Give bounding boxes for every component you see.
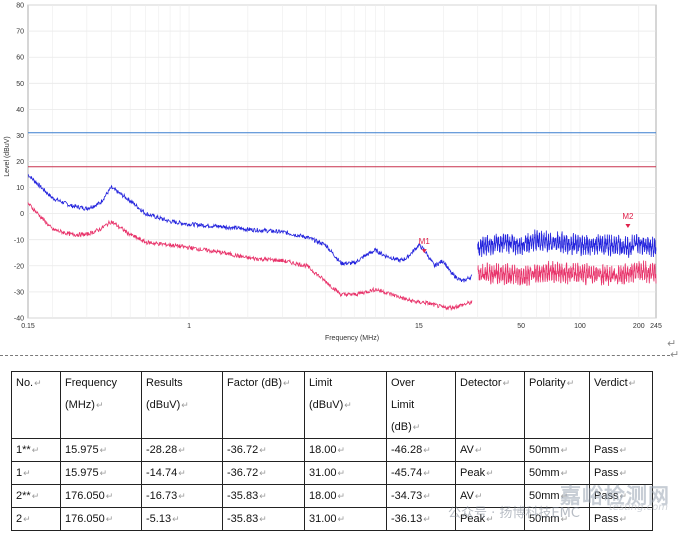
table-header-cell: Frequency (MHz)↵ — [60, 371, 142, 439]
table-cell: -46.28↵ — [386, 438, 456, 462]
chart-canvas: -40 -30 -20 -10 0 10 20 30 40 50 60 70 80 0.15 1 15 50 10… — [4, 3, 662, 343]
header-text: (MHz) — [65, 399, 95, 411]
table-header-cell: Limit (dBuV)↵ — [304, 371, 387, 439]
y-tick-label: 10 — [16, 185, 24, 192]
header-text: (dBuV) — [146, 399, 181, 411]
return-mark: ↵ — [667, 337, 677, 350]
table-body: 1**↵ 15.975↵ -28.28↵ -36.72↵ 18.00↵ -46.28↵ AV… — [11, 438, 653, 531]
table-header-cell: Results (dBuV)↵ — [141, 371, 223, 439]
section-separator — [0, 355, 670, 356]
y-tick-label: 0 — [20, 211, 24, 218]
table-header-cell: No.↵ — [11, 371, 61, 439]
x-axis-label: Frequency (MHz) — [325, 335, 379, 342]
table-header-cell: Factor (dB)↵ — [222, 371, 305, 439]
table-cell: 15.975↵ — [60, 438, 142, 462]
header-text: Verdict — [594, 377, 628, 389]
y-tick-label: 30 — [16, 133, 24, 140]
table-header-cell: Detector↵ — [455, 371, 525, 439]
table-cell: -34.73↵ — [386, 484, 456, 508]
table-cell: -45.74↵ — [386, 461, 456, 485]
measurement-results-table: No.↵ Frequency (MHz)↵ Results (dBuV)↵ Factor … — [11, 371, 653, 531]
table-row: 2↵ 176.050↵ -5.13↵ -35.83↵ 31.00↵ -36.13↵ Peak… — [11, 507, 653, 531]
spectrum-trace — [477, 260, 657, 286]
table-row: 1**↵ 15.975↵ -28.28↵ -36.72↵ 18.00↵ -46.28↵ AV… — [11, 438, 653, 462]
y-tick-label: 40 — [16, 107, 24, 114]
header-text: Over — [391, 377, 415, 389]
marker-label: M2 — [622, 212, 634, 221]
table-cell: 18.00↵ — [304, 438, 387, 462]
table-cell: 31.00↵ — [304, 461, 387, 485]
y-tick-label: 70 — [16, 29, 24, 36]
table-cell: -16.73↵ — [141, 484, 223, 508]
y-tick-label: 20 — [16, 159, 24, 166]
table-cell: 50mm↵ — [524, 507, 590, 531]
x-tick-label: 0.15 — [21, 323, 35, 330]
x-tick-label: 50 — [517, 323, 525, 330]
header-text: Frequency — [65, 377, 117, 389]
header-text: (dBuV) — [309, 399, 344, 411]
watermark-main-text: 嘉峪检测网 — [560, 484, 670, 508]
table-row: 2**↵ 176.050↵ -16.73↵ -35.83↵ 18.00↵ -34.73↵ A… — [11, 484, 653, 508]
table-cell: 18.00↵ — [304, 484, 387, 508]
table-cell: -14.74↵ — [141, 461, 223, 485]
x-tick-label: 200 — [633, 323, 645, 330]
y-tick-label: -30 — [14, 289, 24, 296]
y-tick-label: 50 — [16, 81, 24, 88]
header-text: Polarity — [529, 377, 566, 389]
table-header-cell: Over Limit (dB)↵ — [386, 371, 456, 439]
table-cell: AV↵ — [455, 438, 525, 462]
header-text: Limit — [391, 399, 415, 411]
table-cell: -28.28↵ — [141, 438, 223, 462]
spectrum-trace — [27, 174, 473, 283]
header-text: Factor (dB) — [227, 377, 283, 389]
table-header-cell: Polarity↵ — [524, 371, 590, 439]
header-text: (dB) — [391, 421, 412, 433]
emc-spectrum-chart: -40 -30 -20 -10 0 10 20 30 40 50 60 70 80 0.15 1 15 50 10… — [4, 3, 662, 343]
table-cell: -36.72↵ — [222, 461, 305, 485]
spectrum-trace — [27, 202, 473, 312]
header-text: Limit — [309, 377, 333, 389]
table-cell: 176.050↵ — [60, 484, 142, 508]
watermark-url: testing.com — [608, 502, 668, 513]
y-tick-label: -10 — [14, 237, 24, 244]
x-tick-label: 100 — [574, 323, 586, 330]
y-tick-label: -40 — [14, 316, 24, 323]
table-cell: Pass↵ — [589, 438, 653, 462]
x-tick-label: 1 — [187, 323, 191, 330]
return-mark: ↵ — [670, 348, 680, 361]
table-cell: 176.050↵ — [60, 507, 142, 531]
table-cell: -36.13↵ — [386, 507, 456, 531]
table-cell: Pass↵ — [589, 507, 653, 531]
y-axis-label: Level (dBuV) — [4, 136, 11, 176]
table-cell: 2**↵ — [11, 484, 61, 508]
watermark-sub-text: 公众号 · 扬博科技EMC — [448, 506, 580, 521]
table-cell: Peak↵ — [455, 507, 525, 531]
table-cell: 1↵ — [11, 461, 61, 485]
table-cell: AV↵ — [455, 484, 525, 508]
marker-triangle — [625, 224, 631, 229]
spectrum-trace — [477, 229, 657, 258]
header-text: Detector — [460, 377, 502, 389]
table-cell: 31.00↵ — [304, 507, 387, 531]
table-cell: 50mm↵ — [524, 438, 590, 462]
table-cell: -5.13↵ — [141, 507, 223, 531]
y-tick-label: 80 — [16, 3, 24, 10]
y-tick-label: -20 — [14, 263, 24, 270]
watermark: 嘉峪检测网 公众号 · 扬博科技EMC testing.com — [448, 480, 678, 530]
table-cell: 2↵ — [11, 507, 61, 531]
table-header-row: No.↵ Frequency (MHz)↵ Results (dBuV)↵ Factor … — [11, 371, 653, 439]
header-text: No. — [16, 377, 34, 389]
table-cell: -35.83↵ — [222, 507, 305, 531]
table-cell: 15.975↵ — [60, 461, 142, 485]
table-cell: -36.72↵ — [222, 438, 305, 462]
x-tick-label: 15 — [415, 323, 423, 330]
y-tick-label: 60 — [16, 55, 24, 62]
header-text: Results — [146, 377, 183, 389]
table-cell: 1**↵ — [11, 438, 61, 462]
marker-label: M1 — [419, 237, 431, 246]
table-cell: -35.83↵ — [222, 484, 305, 508]
table-header-cell: Verdict↵ — [589, 371, 653, 439]
x-tick-label: 245 — [650, 323, 662, 330]
marker-triangle — [421, 249, 427, 254]
